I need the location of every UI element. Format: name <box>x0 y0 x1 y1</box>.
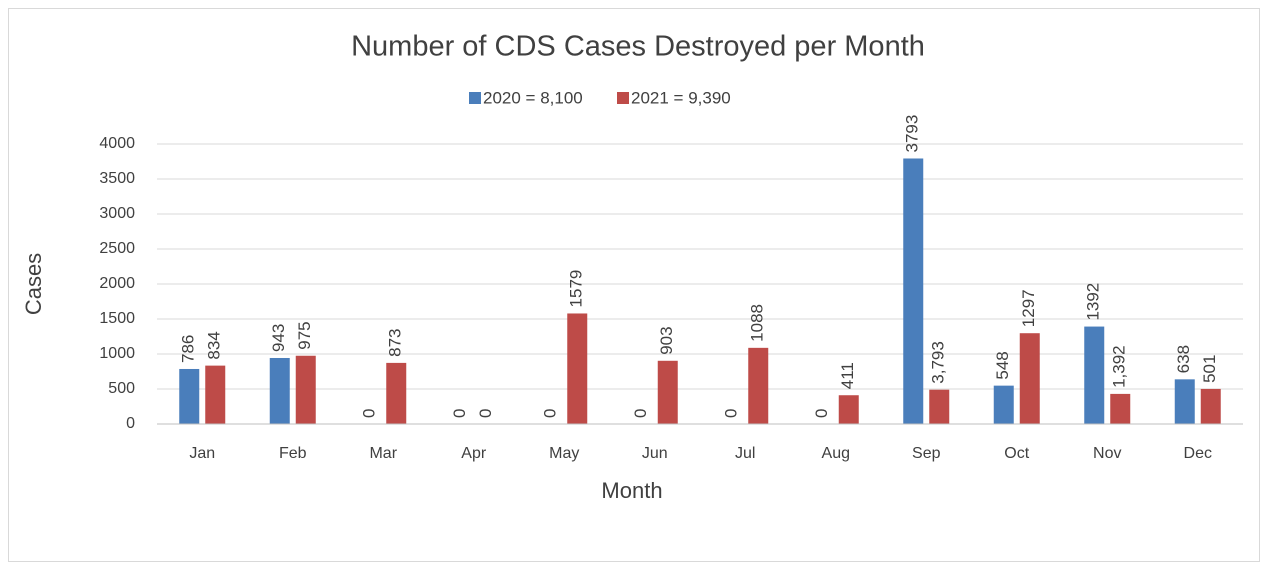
y-tick-label: 2500 <box>99 240 135 257</box>
data-label: 0 <box>476 409 495 418</box>
data-label: 0 <box>722 409 741 418</box>
bar <box>929 389 950 424</box>
y-tick-label: 0 <box>126 415 135 432</box>
legend-label: 2020 = 8,100 <box>483 88 583 107</box>
bar <box>386 362 407 424</box>
bar <box>657 360 678 424</box>
bar <box>838 395 859 424</box>
legend-label: 2021 = 9,390 <box>631 88 731 107</box>
data-label: 834 <box>205 331 224 359</box>
data-label: 975 <box>295 321 314 349</box>
legend-swatch <box>469 92 481 104</box>
x-tick-label: Apr <box>461 445 487 462</box>
y-tick-label: 1000 <box>99 345 135 362</box>
data-label: 873 <box>386 329 405 357</box>
x-tick-label: Feb <box>279 445 307 462</box>
x-tick-label: May <box>549 445 579 462</box>
data-label: 548 <box>993 351 1012 379</box>
data-label: 1297 <box>1019 289 1038 327</box>
bar <box>179 368 200 424</box>
bar <box>1110 393 1131 424</box>
bar <box>1174 379 1195 424</box>
bar <box>567 313 588 424</box>
y-tick-label: 3500 <box>99 170 135 187</box>
data-label: 3793 <box>903 115 922 153</box>
data-label: 1579 <box>567 270 586 308</box>
data-label: 638 <box>1174 345 1193 373</box>
chart-title: Number of CDS Cases Destroyed per Month <box>351 31 925 63</box>
data-label: 1392 <box>1084 283 1103 321</box>
data-label: 0 <box>812 409 831 418</box>
y-axis-label: Cases <box>21 253 46 315</box>
x-axis-label: Month <box>601 478 662 503</box>
x-tick-label: Aug <box>822 445 850 462</box>
bar <box>748 347 769 424</box>
y-tick-label: 500 <box>108 380 135 397</box>
bar <box>295 355 316 424</box>
x-tick-label: Oct <box>1004 445 1029 462</box>
x-tick-label: Mar <box>369 445 397 462</box>
legend-swatch <box>617 92 629 104</box>
data-label: 903 <box>657 326 676 354</box>
x-tick-label: Jun <box>642 445 668 462</box>
y-tick-label: 3000 <box>99 205 135 222</box>
data-label: 3,793 <box>929 341 948 384</box>
bar <box>1084 326 1105 424</box>
bar <box>205 365 226 424</box>
x-tick-label: Nov <box>1093 445 1121 462</box>
bar <box>269 357 290 424</box>
x-tick-label: Dec <box>1184 445 1212 462</box>
y-tick-label: 4000 <box>99 135 135 152</box>
x-tick-label: Jul <box>735 445 755 462</box>
data-label: 0 <box>631 409 650 418</box>
data-label: 0 <box>450 409 469 418</box>
bar <box>993 385 1014 424</box>
y-tick-label: 1500 <box>99 310 135 327</box>
data-label: 1,392 <box>1110 345 1129 388</box>
data-label: 1088 <box>748 304 767 342</box>
data-label: 943 <box>269 324 288 352</box>
data-label: 0 <box>541 409 560 418</box>
bar <box>903 158 924 425</box>
x-tick-label: Jan <box>189 445 215 462</box>
x-tick-label: Sep <box>912 445 941 462</box>
data-label: 0 <box>360 409 379 418</box>
y-tick-label: 2000 <box>99 275 135 292</box>
data-label: 786 <box>179 335 198 363</box>
data-label: 411 <box>838 362 857 389</box>
bar <box>1200 388 1221 424</box>
data-label: 501 <box>1200 355 1219 383</box>
bar <box>1019 333 1040 424</box>
